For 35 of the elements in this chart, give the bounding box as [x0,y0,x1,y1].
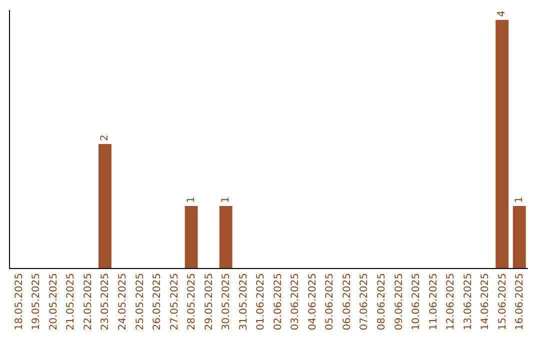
x-tick-label: 12.06.2025 [446,273,457,330]
x-tick-label: 04.06.2025 [307,273,318,330]
x-tick-label: 08.06.2025 [376,273,388,330]
x-tick-label: 21.05.2025 [66,273,77,330]
x-tick-label: 16.06.2025 [514,273,526,330]
x-tick-label: 01.06.2025 [256,273,267,330]
data-label: 4 [496,10,508,17]
x-tick-label: 27.05.2025 [169,273,180,330]
data-label: 1 [220,196,232,203]
x-tick-label: 11.06.2025 [428,273,440,330]
x-tick-label: 09.06.2025 [394,273,405,330]
x-tick-label: 29.05.2025 [204,273,215,330]
x-tick-label: 07.06.2025 [359,273,370,330]
x-tick-label: 03.06.2025 [290,273,302,330]
data-label: 2 [99,134,110,141]
x-tick-label: 02.06.2025 [272,273,284,330]
x-tick-label: 30.05.2025 [221,273,232,330]
x-tick-label: 06.06.2025 [342,273,353,330]
x-tick-label: 20.05.2025 [48,273,60,330]
x-tick-label: 15.06.2025 [497,273,508,330]
x-tick-label: 13.06.2025 [462,273,474,330]
x-tick-label: 14.06.2025 [480,273,492,330]
x-tick-label: 31.05.2025 [238,273,250,330]
x-tick-label: 22.05.2025 [82,273,94,330]
x-tick-label: 10.06.2025 [411,273,422,330]
x-tick-label: 26.05.2025 [152,273,164,330]
x-tick-label: 25.05.2025 [134,273,146,330]
x-tick-label: 24.05.2025 [117,273,128,330]
data-label: 1 [186,196,197,203]
x-tick-label: 28.05.2025 [186,273,198,330]
x-tick-label: 05.06.2025 [324,273,336,330]
x-tick-label: 23.05.2025 [100,273,112,330]
data-label: 1 [514,196,525,203]
x-tick-label: 19.05.2025 [31,273,42,330]
x-tick-label: 18.05.2025 [14,273,25,330]
